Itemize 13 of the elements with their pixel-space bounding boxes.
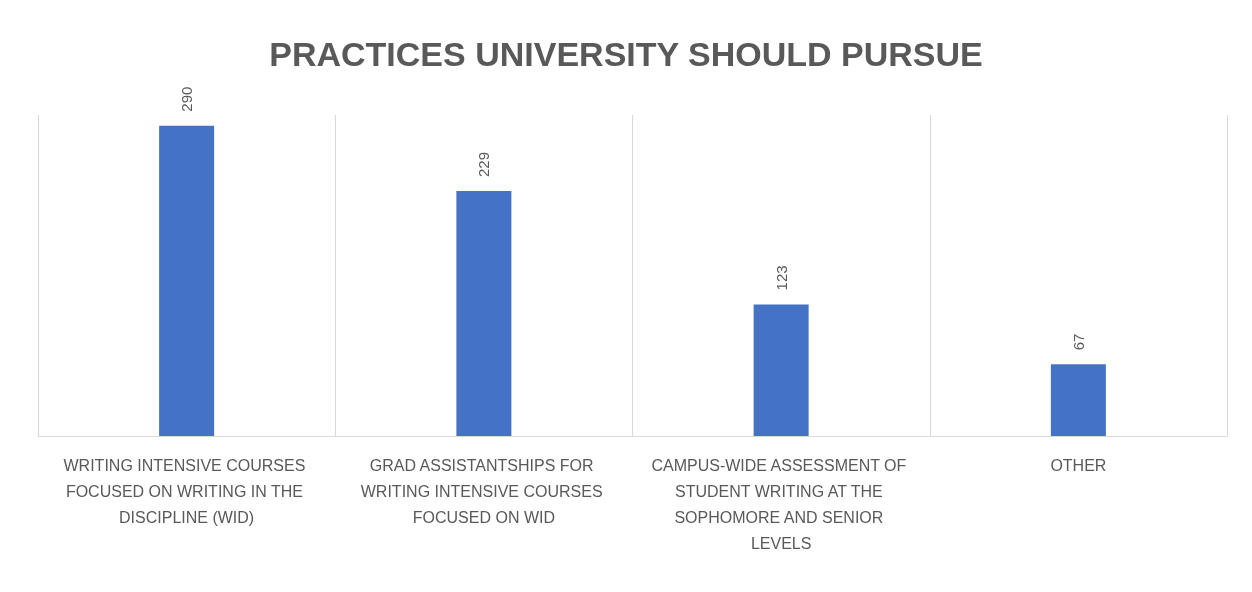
- bar: [1050, 364, 1106, 436]
- chart-title: PRACTICES UNIVERSITY SHOULD PURSUE: [269, 35, 983, 73]
- data-label: 67: [1069, 333, 1087, 351]
- bar: [159, 125, 215, 436]
- bar: [753, 304, 809, 436]
- x-tick-label: OTHER: [1050, 456, 1107, 474]
- x-tick-label: CAMPUS-WIDE ASSESSMENT OF STUDENT WRITING AT THE SOPHOMORE AND SENIOR LEVELS: [651, 456, 911, 552]
- data-label: 123: [772, 265, 790, 291]
- data-label: 229: [475, 151, 493, 177]
- bar: [456, 190, 512, 436]
- data-label: 290: [178, 86, 196, 112]
- x-tick-label: WRITING INTENSIVE COURSES FOCUSED ON WRITING IN THE DISCIPLINE (WID): [63, 456, 310, 526]
- x-tick-label: GRAD ASSISTANTSHIPS FOR WRITING INTENSIVE COURSES FOCUSED ON WID: [360, 456, 607, 526]
